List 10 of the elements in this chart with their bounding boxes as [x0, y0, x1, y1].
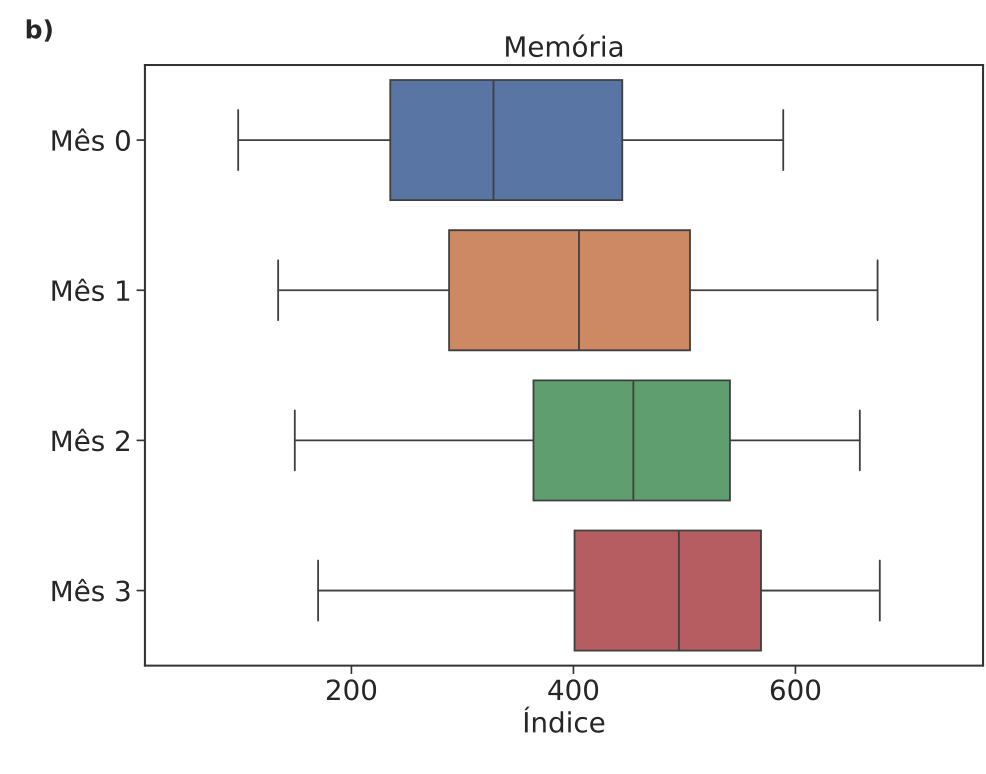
- text: b): [26, 19, 52, 42]
- y-tick-label: Mês 3: [52, 578, 130, 602]
- y-tick-label: Mês 1: [52, 278, 130, 302]
- x-axis-title: Índice: [524, 706, 604, 733]
- x-tick-label: 400: [548, 679, 598, 700]
- y-tick-label: Mês 0: [52, 128, 130, 152]
- y-tick-label: Mês 2: [52, 428, 129, 452]
- x-tick-label: 200: [326, 679, 376, 700]
- chart-title: Memória: [506, 34, 622, 58]
- x-tick-label: 600: [770, 679, 820, 700]
